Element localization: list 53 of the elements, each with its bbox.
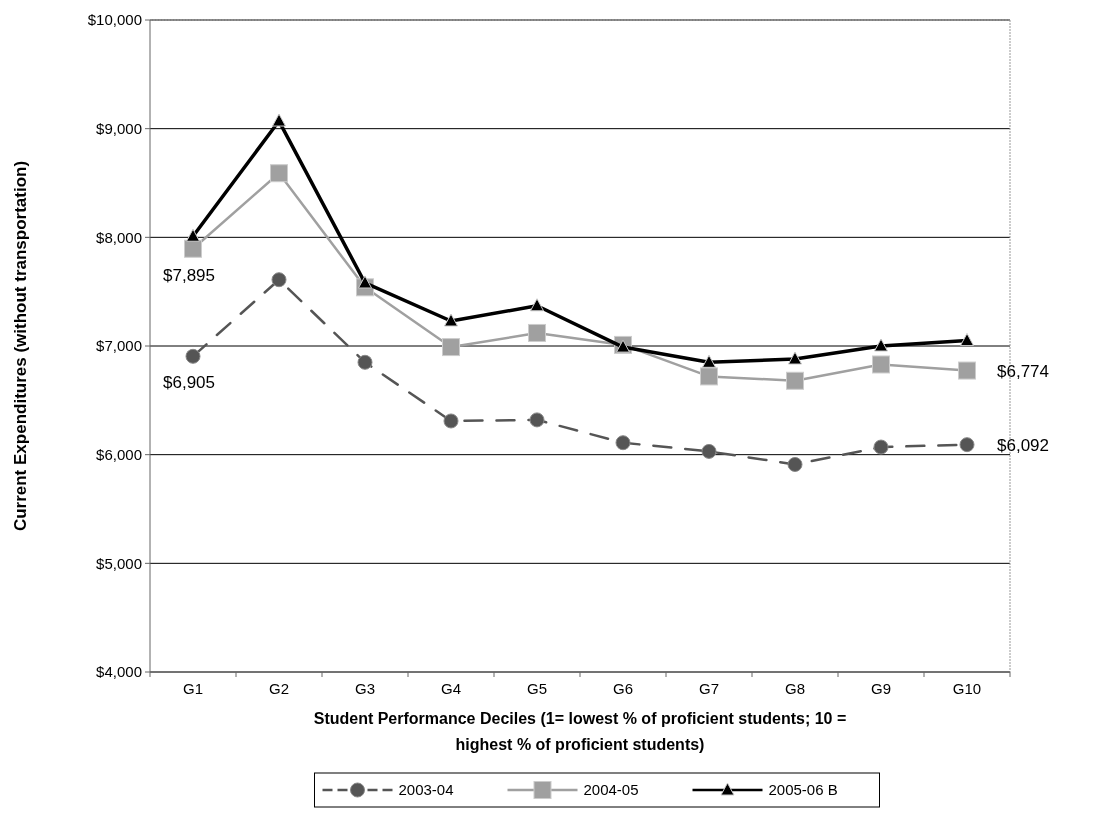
x-tick-label: G8 [784, 680, 806, 697]
y-axis-title: Current Expenditures (without transportation) [11, 160, 30, 532]
point [787, 456, 803, 472]
legend-label: 2005-06 B [768, 781, 838, 799]
point [872, 355, 890, 374]
point [701, 443, 717, 459]
y-tick-label: $8,000 [96, 228, 142, 246]
point [702, 354, 716, 368]
point [960, 333, 974, 347]
y-tick-label: $7,000 [96, 337, 142, 355]
x-tick-label: G6 [612, 680, 634, 697]
point [959, 437, 975, 453]
legend-label: 2003-04 [398, 781, 454, 799]
x-tick-label: G5 [526, 680, 548, 697]
x-tick-label: G10 [952, 680, 982, 697]
point [443, 413, 459, 429]
point [444, 313, 458, 327]
point [615, 435, 631, 451]
y-tick-label: $5,000 [96, 554, 142, 572]
point [530, 298, 544, 312]
point [958, 361, 976, 380]
point [528, 323, 546, 342]
point [272, 113, 286, 127]
point [357, 354, 373, 370]
point [788, 351, 802, 365]
x-tick-label: G2 [268, 680, 290, 697]
x-axis-title: Student Performance Deciles (1= lowest % of proficient students; 10 = highest % of proficient students) [313, 710, 847, 753]
point [271, 272, 287, 288]
annotation: $6,092 [997, 435, 1049, 455]
point [700, 367, 718, 386]
y-tick-label: $6,000 [96, 445, 142, 463]
legend-label: 2004-05 [583, 781, 639, 799]
x-tick-label: G9 [870, 680, 892, 697]
x-tick-label: G3 [354, 680, 376, 697]
point [270, 164, 288, 183]
annotation: $6,774 [997, 361, 1049, 381]
y-tick-label: $4,000 [96, 663, 142, 681]
point [873, 439, 889, 455]
y-tick-label: $10,000 [87, 11, 142, 29]
point [186, 228, 200, 242]
x-tick-label: G1 [182, 680, 204, 697]
point [442, 338, 460, 357]
y-tick-label: $9,000 [96, 119, 142, 137]
point [184, 239, 202, 258]
annotation: $6,905 [163, 373, 215, 393]
point [786, 371, 804, 390]
point [185, 348, 201, 364]
point [529, 412, 545, 428]
x-tick-label: G4 [440, 680, 462, 697]
point [874, 338, 888, 352]
x-tick-label: G7 [698, 680, 720, 697]
point [616, 339, 630, 353]
annotation: $7,895 [163, 265, 215, 285]
